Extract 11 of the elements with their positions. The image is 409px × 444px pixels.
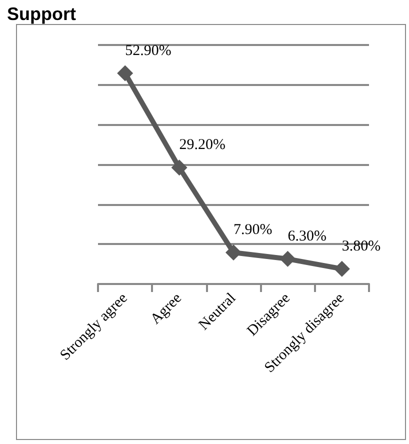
data-label: 6.30% xyxy=(288,228,326,244)
chart-title: Support xyxy=(7,4,76,24)
data-label: 29.20% xyxy=(179,137,226,154)
point xyxy=(280,250,296,267)
point xyxy=(334,260,350,277)
data-label: 3.80% xyxy=(342,238,381,254)
point xyxy=(171,160,188,176)
data-label: 52.90% xyxy=(125,42,172,59)
point xyxy=(117,65,134,82)
point xyxy=(226,244,242,261)
data-label: 7.90% xyxy=(234,222,272,238)
